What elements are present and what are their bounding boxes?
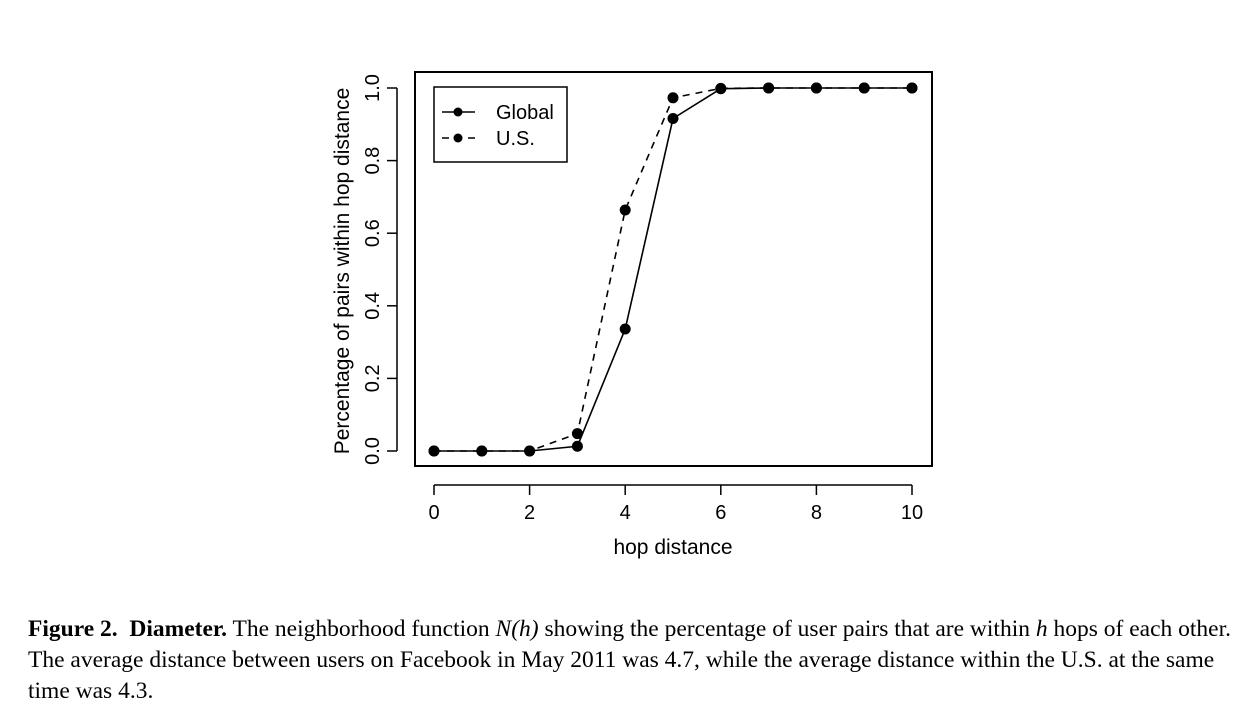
figure-caption: Figure 2. Diameter. The neighborhood fun… bbox=[28, 614, 1233, 707]
caption-math-1: N(h) bbox=[495, 616, 539, 642]
y-axis-title: Percentage of pairs within hop distance bbox=[331, 88, 354, 455]
legend-marker-us bbox=[453, 133, 463, 143]
plot-frame bbox=[414, 71, 933, 467]
data-point-u-s bbox=[571, 428, 583, 440]
x-tick-label: 0 bbox=[428, 502, 439, 524]
data-point-u-s bbox=[858, 82, 870, 94]
data-point-u-s bbox=[619, 204, 631, 216]
data-point-u-s bbox=[524, 445, 536, 457]
legend-label-us: U.S. bbox=[496, 128, 535, 150]
x-tick-label: 6 bbox=[715, 502, 726, 524]
x-tick-label: 4 bbox=[620, 502, 631, 524]
caption-text-2: showing the percentage of user pairs tha… bbox=[538, 616, 1036, 642]
y-tick-label: 0.2 bbox=[362, 364, 384, 392]
data-point-u-s bbox=[715, 82, 727, 94]
data-point-u-s bbox=[428, 445, 440, 457]
x-tick-label: 10 bbox=[901, 502, 923, 524]
data-point-u-s bbox=[476, 445, 488, 457]
caption-math-2: h bbox=[1035, 616, 1048, 642]
y-tick-label: 0.8 bbox=[362, 147, 384, 175]
x-tick-label: 2 bbox=[524, 502, 535, 524]
caption-text-3: hops of each other. The average distance… bbox=[28, 616, 1232, 704]
data-point-u-s bbox=[810, 82, 822, 94]
caption-label: Figure 2. bbox=[28, 616, 118, 642]
legend-box bbox=[433, 86, 568, 163]
legend: Global U.S. bbox=[433, 86, 568, 163]
y-tick-label: 0.4 bbox=[362, 292, 384, 320]
x-axis: 0 2 4 6 8 10 bbox=[428, 484, 923, 524]
data-point-global bbox=[571, 440, 583, 452]
data-point-u-s bbox=[763, 82, 775, 94]
x-tick-label: 8 bbox=[811, 502, 822, 524]
y-axis: 0.0 0.2 0.4 0.6 0.8 1.0 bbox=[362, 74, 398, 465]
data-point-global bbox=[619, 323, 631, 335]
data-point-global bbox=[667, 112, 679, 124]
data-point-u-s bbox=[906, 82, 918, 94]
legend-label-global: Global bbox=[496, 102, 554, 124]
caption-title: Diameter. bbox=[129, 616, 228, 642]
y-tick-label: 1.0 bbox=[362, 74, 384, 102]
y-tick-label: 0.6 bbox=[362, 219, 384, 247]
caption-text-1: The neighborhood function bbox=[232, 616, 496, 642]
neighborhood-function-chart: 0 2 4 6 8 10 0.00.20.40.60.81.0 hop distance … bbox=[331, 71, 933, 559]
data-point-u-s bbox=[667, 92, 679, 104]
y-tick-label: 0.0 bbox=[362, 437, 384, 465]
x-axis-title: hop distance bbox=[613, 536, 732, 559]
series-layer bbox=[428, 82, 918, 457]
legend-marker-global bbox=[453, 107, 463, 117]
